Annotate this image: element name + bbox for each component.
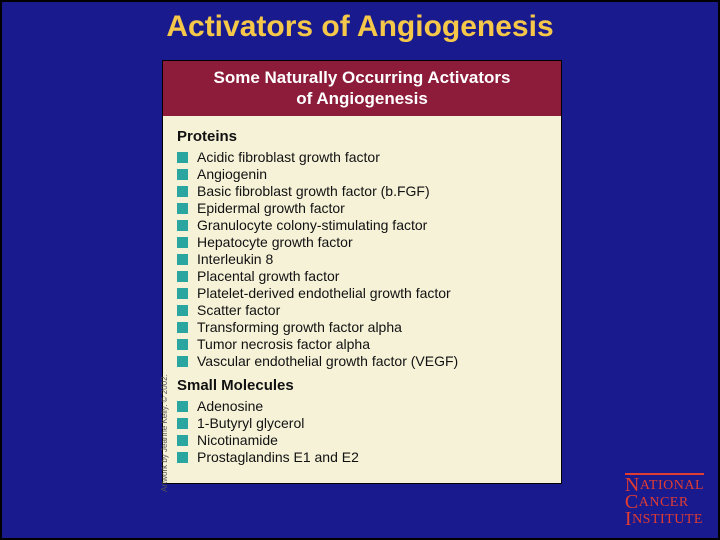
square-bullet-icon: [177, 356, 188, 367]
logo-line-3: INSTITUTE: [625, 511, 704, 528]
list-item-label: Transforming growth factor alpha: [197, 319, 402, 335]
square-bullet-icon: [177, 322, 188, 333]
list-item: 1-Butyryl glycerol: [177, 415, 547, 431]
list-item-label: Granulocyte colony-stimulating factor: [197, 217, 427, 233]
list-item-label: Platelet-derived endothelial growth fact…: [197, 285, 451, 301]
list-item: Vascular endothelial growth factor (VEGF…: [177, 353, 547, 369]
list-item: Hepatocyte growth factor: [177, 234, 547, 250]
list-item-label: Epidermal growth factor: [197, 200, 345, 216]
square-bullet-icon: [177, 401, 188, 412]
item-list: Acidic fibroblast growth factorAngiogeni…: [177, 149, 547, 369]
card-header: Some Naturally Occurring Activators of A…: [163, 61, 561, 116]
list-item: Scatter factor: [177, 302, 547, 318]
card-body: ProteinsAcidic fibroblast growth factorA…: [163, 116, 561, 483]
list-item: Angiogenin: [177, 166, 547, 182]
list-item: Prostaglandins E1 and E2: [177, 449, 547, 465]
logo-line-2: CANCER: [625, 494, 704, 511]
list-item: Placental growth factor: [177, 268, 547, 284]
list-item-label: Acidic fibroblast growth factor: [197, 149, 380, 165]
list-item: Granulocyte colony-stimulating factor: [177, 217, 547, 233]
square-bullet-icon: [177, 152, 188, 163]
list-item: Tumor necrosis factor alpha: [177, 336, 547, 352]
square-bullet-icon: [177, 169, 188, 180]
list-item: Epidermal growth factor: [177, 200, 547, 216]
slide: Activators of Angiogenesis Some Naturall…: [0, 0, 720, 540]
square-bullet-icon: [177, 203, 188, 214]
square-bullet-icon: [177, 254, 188, 265]
square-bullet-icon: [177, 288, 188, 299]
section-heading: Small Molecules: [177, 377, 547, 394]
square-bullet-icon: [177, 220, 188, 231]
item-list: Adenosine1-Butyryl glycerolNicotinamideP…: [177, 398, 547, 465]
list-item: Transforming growth factor alpha: [177, 319, 547, 335]
nci-logo: NATIONAL CANCER INSTITUTE: [625, 473, 704, 528]
square-bullet-icon: [177, 237, 188, 248]
list-item: Basic fibroblast growth factor (b.FGF): [177, 183, 547, 199]
square-bullet-icon: [177, 339, 188, 350]
list-item-label: Nicotinamide: [197, 432, 278, 448]
list-item: Nicotinamide: [177, 432, 547, 448]
list-item-label: Placental growth factor: [197, 268, 339, 284]
square-bullet-icon: [177, 435, 188, 446]
section-heading: Proteins: [177, 128, 547, 145]
list-item-label: Angiogenin: [197, 166, 267, 182]
list-item: Adenosine: [177, 398, 547, 414]
activators-card: Some Naturally Occurring Activators of A…: [162, 60, 562, 484]
list-item-label: Adenosine: [197, 398, 263, 414]
list-item-label: Prostaglandins E1 and E2: [197, 449, 359, 465]
list-item-label: Hepatocyte growth factor: [197, 234, 353, 250]
list-item-label: Scatter factor: [197, 302, 280, 318]
list-item: Acidic fibroblast growth factor: [177, 149, 547, 165]
artwork-credit: Artwork by Jeanne Kelly. © 2002.: [160, 374, 169, 492]
square-bullet-icon: [177, 305, 188, 316]
card-header-line1: Some Naturally Occurring Activators: [214, 68, 511, 87]
list-item: Platelet-derived endothelial growth fact…: [177, 285, 547, 301]
list-item-label: 1-Butyryl glycerol: [197, 415, 304, 431]
list-item-label: Tumor necrosis factor alpha: [197, 336, 370, 352]
square-bullet-icon: [177, 418, 188, 429]
slide-title: Activators of Angiogenesis: [2, 2, 718, 50]
list-item-label: Vascular endothelial growth factor (VEGF…: [197, 353, 458, 369]
card-header-line2: of Angiogenesis: [296, 89, 428, 108]
square-bullet-icon: [177, 186, 188, 197]
list-item-label: Basic fibroblast growth factor (b.FGF): [197, 183, 430, 199]
list-item: Interleukin 8: [177, 251, 547, 267]
square-bullet-icon: [177, 452, 188, 463]
square-bullet-icon: [177, 271, 188, 282]
list-item-label: Interleukin 8: [197, 251, 273, 267]
